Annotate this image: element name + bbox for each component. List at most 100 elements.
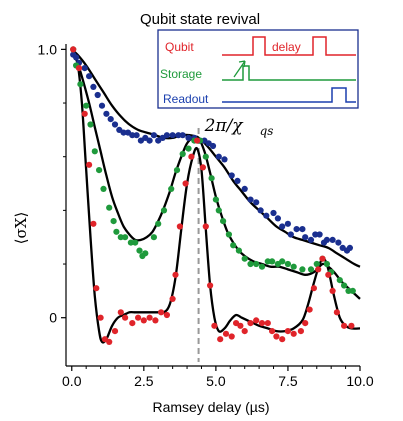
data-point-red <box>217 336 224 343</box>
data-point-red <box>169 295 176 302</box>
annotation-subscript: qs <box>260 124 274 138</box>
data-point-blue <box>185 134 192 141</box>
x-tick-label: 5.0 <box>206 373 226 389</box>
data-point-red <box>302 320 309 327</box>
data-point-red <box>117 309 124 316</box>
data-point-green <box>110 218 117 225</box>
data-point-red <box>279 336 286 343</box>
data-point-red <box>122 314 129 321</box>
data-point-blue <box>120 129 127 136</box>
data-point-blue <box>163 132 170 139</box>
data-point-green <box>323 260 330 268</box>
data-point-blue <box>241 185 248 192</box>
data-point-red <box>152 317 159 324</box>
data-point-red <box>211 322 218 329</box>
data-point-red <box>146 314 153 321</box>
x-tick-label: 10.0 <box>346 373 373 389</box>
y-ticks: 01.0 <box>38 41 66 326</box>
data-point-green <box>253 260 260 268</box>
data-point-red <box>348 322 355 329</box>
data-point-red <box>199 164 206 171</box>
data-point-blue <box>270 209 277 217</box>
data-point-green <box>100 185 107 192</box>
inset-label-qubit: Qubit <box>165 40 194 54</box>
x-axis-label: Ramsey delay (µs) <box>153 399 270 415</box>
annotation: 2π/χ qs <box>204 116 274 138</box>
data-point-green <box>230 242 237 249</box>
data-point-blue <box>279 223 286 230</box>
data-point-blue <box>316 231 323 238</box>
data-point-green <box>173 167 181 174</box>
data-point-red <box>182 180 189 187</box>
data-point-blue <box>129 132 136 139</box>
data-point-blue <box>293 226 300 233</box>
data-point-red <box>237 322 244 329</box>
data-point-green <box>284 260 291 268</box>
data-point-green <box>290 263 297 270</box>
x-ticks: 0.0 2.5 5.0 7.5 10.0 <box>62 366 374 389</box>
data-point-green <box>113 228 120 235</box>
data-point-green <box>220 218 227 225</box>
data-point-blue <box>346 244 353 251</box>
data-point-red <box>306 306 313 313</box>
data-point-red <box>70 46 77 53</box>
inset-label-readout: Readout <box>163 92 209 106</box>
y-axis-label: ⟨σX⟩ <box>12 212 30 245</box>
data-point-red <box>188 153 195 160</box>
data-point-blue <box>86 73 93 80</box>
data-point-red <box>111 328 119 335</box>
data-point-red <box>90 220 97 227</box>
data-point-red <box>140 317 147 324</box>
data-point-blue <box>90 83 97 90</box>
y-tick-label: 1.0 <box>38 41 58 57</box>
data-point-blue <box>133 132 140 139</box>
data-point-red <box>273 333 280 340</box>
data-point-green <box>247 260 254 268</box>
x-tick-label: 2.5 <box>134 373 154 389</box>
data-point-blue <box>234 177 241 184</box>
data-point-red <box>93 285 100 292</box>
data-point-red <box>241 328 248 335</box>
data-point-green <box>241 255 248 262</box>
data-point-red <box>172 271 179 278</box>
data-point-red <box>163 311 170 319</box>
data-point-red <box>106 338 113 345</box>
data-point-blue <box>299 226 306 233</box>
data-point-red <box>176 223 183 230</box>
qubit-pulse-trace <box>222 36 356 56</box>
data-point-blue <box>221 156 228 163</box>
data-point-green <box>160 207 168 214</box>
data-point-blue <box>169 132 176 139</box>
data-point-red <box>75 65 83 72</box>
data-point-green <box>307 266 315 273</box>
data-point-red <box>319 255 326 262</box>
data-point-blue <box>257 207 264 214</box>
data-points <box>70 46 356 345</box>
data-point-blue <box>263 212 270 219</box>
data-point-blue <box>253 199 260 206</box>
data-point-green <box>96 167 103 174</box>
data-point-red <box>264 320 271 327</box>
data-point-green <box>155 220 162 227</box>
data-point-blue <box>146 137 153 144</box>
storage-arrow-icon <box>233 60 246 78</box>
data-point-blue <box>287 231 294 238</box>
readout-pulse-trace <box>222 87 356 103</box>
data-point-green <box>122 234 129 241</box>
data-point-green <box>91 148 98 155</box>
data-point-red <box>129 320 136 327</box>
data-point-green <box>117 234 124 241</box>
data-point-green <box>127 239 134 246</box>
data-point-red <box>81 110 88 117</box>
data-point-blue <box>175 132 182 139</box>
inset-label-delay: delay <box>272 40 301 54</box>
data-point-green <box>299 266 306 273</box>
pulse-sequence-inset: Qubit delay Storage Readout <box>157 29 359 109</box>
data-point-green <box>212 196 219 203</box>
data-point-red <box>247 320 254 327</box>
data-point-red <box>315 266 322 273</box>
data-point-blue <box>329 236 336 243</box>
data-point-blue <box>111 121 119 128</box>
data-point-green <box>87 121 94 128</box>
data-point-red <box>253 317 260 324</box>
